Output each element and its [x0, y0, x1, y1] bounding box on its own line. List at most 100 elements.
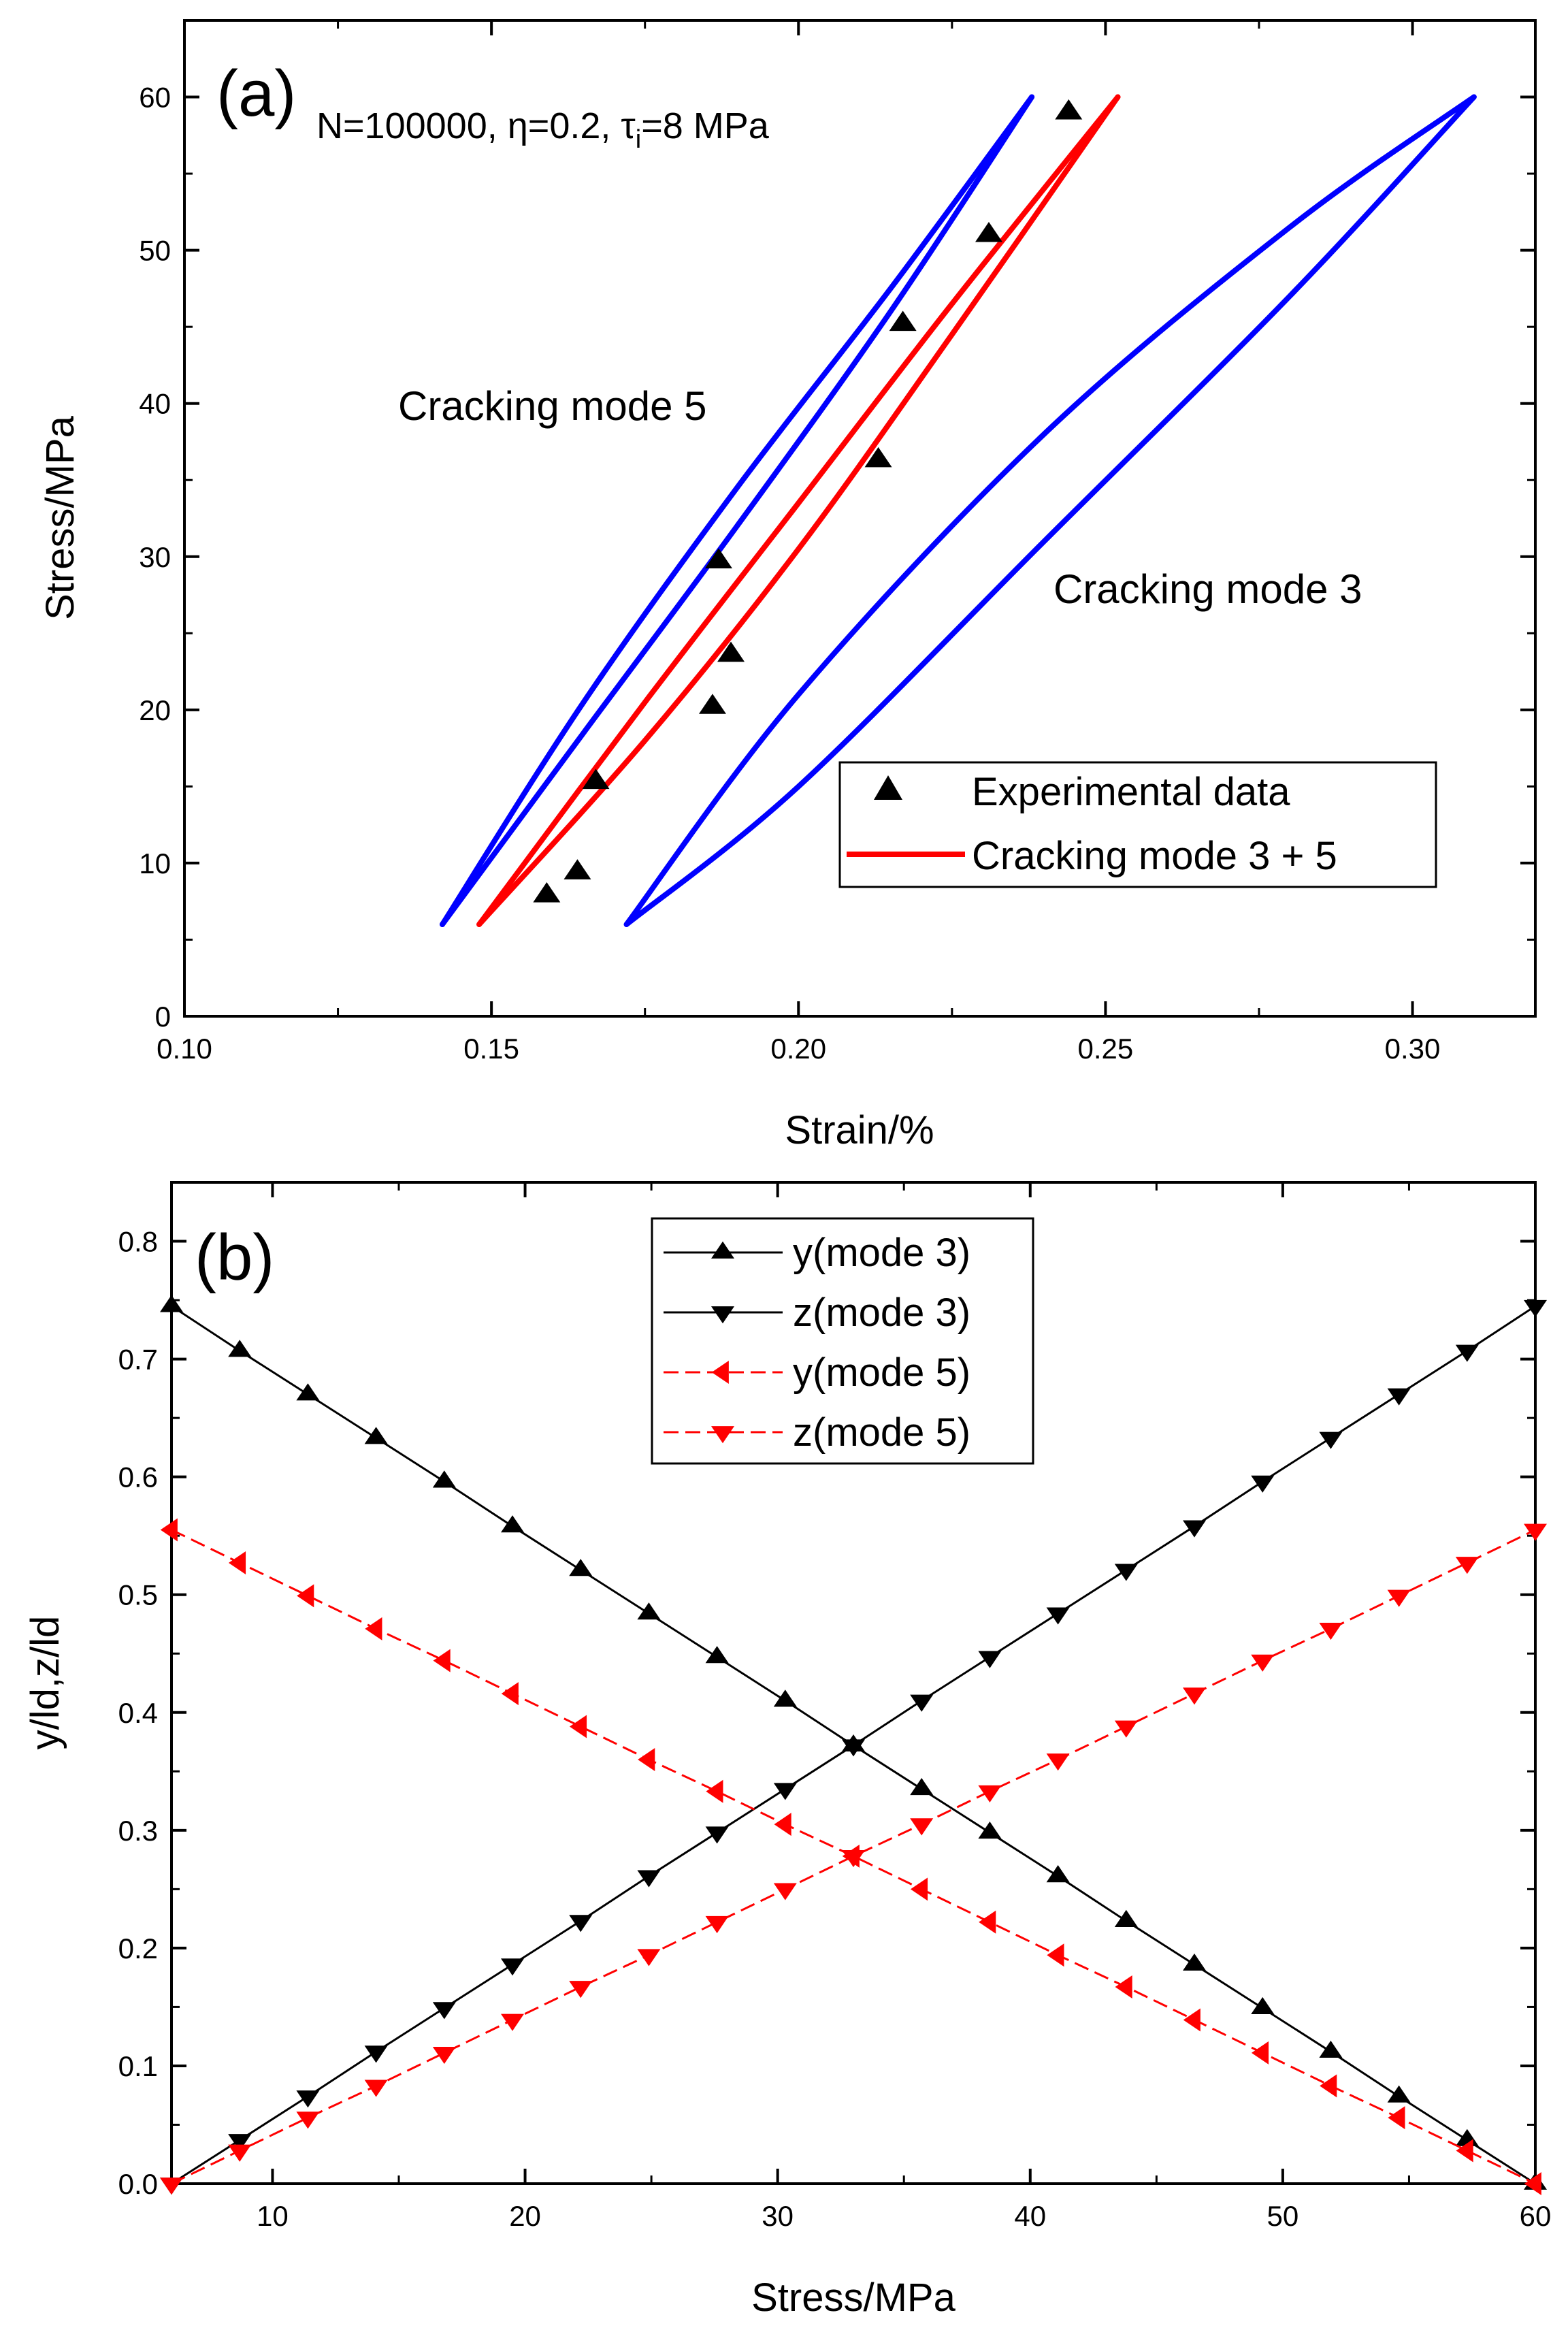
series-point-y-mode-5: [228, 1551, 246, 1574]
series-point-z-mode-5: [296, 2111, 320, 2129]
series-point-z-mode-5: [160, 2178, 183, 2195]
series-point-y-mode-3: [501, 1515, 524, 1533]
series-point-y-mode-5: [1047, 1943, 1064, 1967]
series-point-y-mode-5: [1251, 2041, 1269, 2065]
series-point-y-mode-5: [1320, 2074, 1337, 2098]
panel-b-y-tick-label: 0.1: [118, 2050, 158, 2082]
panel-b-legend-box: [651, 1217, 1034, 1465]
series-point-y-mode-5: [297, 1584, 314, 1608]
panel-a-y-tick-label: 0: [155, 1001, 171, 1033]
panel-b-y-tick-label: 0.6: [118, 1461, 158, 1493]
series-point-z-mode-5: [1251, 1654, 1275, 1672]
series-point-z-mode-5: [1319, 1623, 1343, 1640]
series-point-y-mode-3: [637, 1602, 661, 1620]
series-point-z-mode-3: [569, 1915, 593, 1932]
panel-a-x-tick-label: 0.15: [463, 1033, 519, 1065]
panel-b-y-tick-label: 0.3: [118, 1815, 158, 1847]
series-point-z-mode-5: [1046, 1753, 1070, 1771]
series-point-y-mode-5: [160, 1518, 178, 1542]
series-point-z-mode-5: [1114, 1720, 1138, 1738]
series-point-z-mode-3: [296, 2090, 320, 2108]
panel-b-x-tick-label: 50: [1267, 2200, 1299, 2232]
legend-label-z-mode-3: z(mode 3): [793, 1291, 970, 1335]
series-point-z-mode-3: [501, 1958, 524, 1976]
loop-cracking-mode-3-5-lower-branch: [476, 94, 1121, 927]
legend-label-z-mode-5: z(mode 5): [793, 1410, 970, 1455]
series-point-z-mode-3: [978, 1651, 1002, 1668]
series-point-y-mode-5: [433, 1649, 451, 1672]
series-point-y-mode-5: [910, 1877, 928, 1901]
series-point-y-mode-3: [296, 1383, 320, 1401]
panel-a-label: (a): [216, 57, 296, 130]
panel-b-legend: y(mode 3) z(mode 3) y(mode 5) z(mode 5): [651, 1217, 1034, 1465]
experimental-data-point: [564, 859, 591, 879]
legend-marker-z-mode-5: [711, 1426, 734, 1444]
series-point-z-mode-3: [705, 1826, 729, 1844]
legend-marker-y-mode-3: [711, 1241, 734, 1259]
series-point-y-mode-5: [774, 1813, 791, 1837]
legend-experimental-marker: [874, 775, 902, 800]
legend-label-y-mode-5: y(mode 5): [793, 1350, 970, 1395]
panel-a-x-axis-title: Strain/%: [785, 1108, 934, 1152]
legend-mode-3-5-label: Cracking mode 3 + 5: [972, 834, 1337, 878]
eta-symbol: η: [508, 106, 528, 146]
panel-a-y-tick-label: 40: [139, 388, 171, 420]
panel-b-y-tick-label: 0.7: [118, 1344, 158, 1376]
condition-prefix: N=100000,: [316, 106, 508, 146]
panel-b-y-tick-label: 0.4: [118, 1697, 158, 1729]
experimental-data-point: [698, 694, 726, 714]
series-point-z-mode-5: [1183, 1687, 1206, 1705]
series-point-y-mode-3: [1046, 1865, 1070, 1883]
panel-a-x-tick-label: 0.10: [157, 1033, 212, 1065]
series-point-z-mode-5: [637, 1949, 661, 1967]
series-point-z-mode-3: [773, 1783, 797, 1800]
legend-marker-z-mode-3: [711, 1306, 734, 1324]
series-point-y-mode-5: [365, 1617, 382, 1640]
eta-value: =0.2,: [528, 106, 621, 146]
series-point-z-mode-3: [842, 1739, 865, 1757]
loop-cracking-mode-5-upper-branch: [440, 94, 1035, 927]
panel-a-x-tick-label: 0.20: [770, 1033, 826, 1065]
series-point-y-mode-3: [1319, 2040, 1343, 2058]
series-point-y-mode-3: [705, 1646, 729, 1664]
series-point-y-mode-3: [1183, 1953, 1206, 1971]
panel-b-x-tick-label: 20: [509, 2200, 541, 2232]
series-point-y-mode-5: [1388, 2106, 1405, 2130]
series-point-y-mode-3: [569, 1559, 593, 1576]
series-point-y-mode-5: [1115, 1975, 1132, 1999]
series-point-z-mode-5: [1524, 1523, 1547, 1541]
annotation-cracking-mode-3: Cracking mode 3: [1054, 566, 1362, 612]
series-point-y-mode-5: [1524, 2172, 1541, 2195]
series-point-z-mode-5: [1455, 1557, 1479, 1574]
experimental-data-point: [533, 882, 561, 903]
panel-b-y-axis-title: y/ld,z/ld: [23, 1616, 67, 1750]
panel-b-x-tick-label: 10: [257, 2200, 289, 2232]
panel-b-x-axis-title: Stress/MPa: [751, 2276, 956, 2320]
series-point-z-mode-5: [773, 1883, 797, 1900]
panel-b-y-tick-label: 0.2: [118, 1932, 158, 1964]
series-point-z-mode-5: [978, 1785, 1002, 1802]
panel-b-y-tick-label: 0.0: [118, 2168, 158, 2200]
series-point-y-mode-5: [569, 1715, 587, 1738]
series-point-z-mode-3: [1114, 1564, 1138, 1581]
panel-b-y-tick-label: 0.8: [118, 1226, 158, 1258]
panel-b-stress-ratio: 10 20 30 40 50 60 0.0 0.1 0.2 0.3 0.4 0.5 0.6 0.7 0.8…: [23, 1181, 1551, 2320]
experimental-data-point: [717, 641, 745, 662]
series-point-z-mode-3: [910, 1694, 934, 1712]
series-point-z-mode-3: [1046, 1607, 1070, 1625]
series-point-y-mode-5: [979, 1910, 996, 1934]
panel-b-label: (b): [195, 1221, 274, 1294]
panel-a-strain-stress: 0.10 0.15 0.20 0.25 0.30 0 10 20 30 40 50 60 (a) N…: [38, 19, 1537, 1152]
experimental-data-point: [864, 447, 892, 468]
loop-cracking-mode-3-5-upper-branch: [476, 94, 1121, 927]
series-point-z-mode-5: [432, 2047, 456, 2065]
panel-b-x-tick-label: 40: [1014, 2200, 1046, 2232]
panel-b-y-tick-label: 0.5: [118, 1579, 158, 1611]
legend-label-y-mode-3: y(mode 3): [793, 1231, 970, 1275]
series-point-z-mode-3: [432, 2002, 456, 2020]
series-point-z-mode-3: [1183, 1520, 1206, 1538]
series-point-z-mode-5: [1387, 1589, 1411, 1607]
tau-symbol: τ: [621, 106, 635, 146]
series-point-y-mode-3: [978, 1822, 1002, 1839]
